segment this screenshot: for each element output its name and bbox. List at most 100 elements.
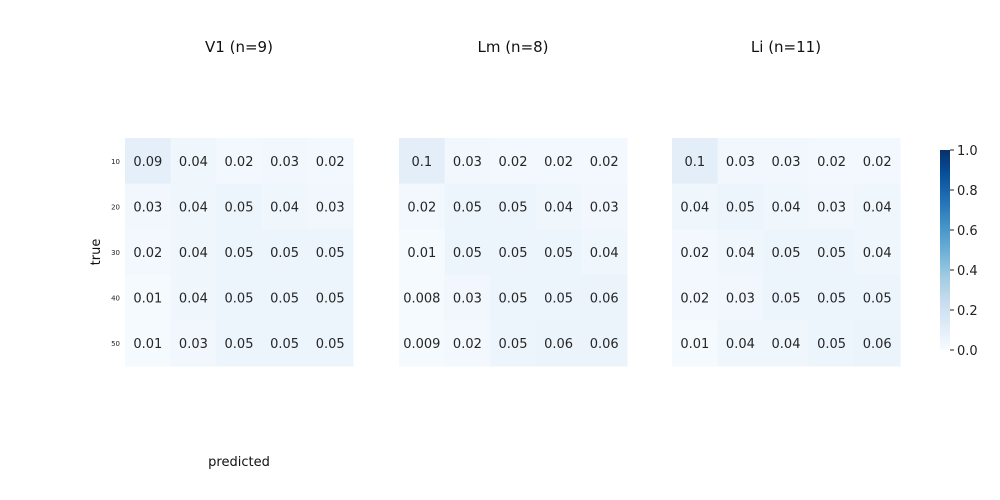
heatmap-cell [399,183,446,230]
cell-value-label: 0.009 [403,337,440,352]
heatmap-cell [125,183,172,230]
cell-value-label: 0.04 [270,200,299,215]
cell-value-label: 0.03 [590,200,619,215]
row-tick-label: 50 [111,340,120,348]
heatmap-cell [763,183,810,230]
heatmap-cell [125,274,172,321]
cell-value-label: 0.05 [863,292,892,307]
heatmap-cell [854,320,901,367]
cell-value-label: 0.008 [403,292,440,307]
colorbar-tick-label: 0.6 [957,224,978,239]
panel-title: V1 (n=9) [205,38,273,56]
cell-value-label: 0.03 [316,200,345,215]
colorbar: 0.0 0.2 0.4 0.6 0.8 1.0 [940,144,978,359]
cell-value-label: 0.02 [499,155,528,170]
cell-value-label: 0.04 [772,337,801,352]
cell-value-label: 0.05 [817,337,846,352]
heatmap-cell [444,320,491,367]
heatmap-cell [399,229,446,276]
heatmap-cell [399,138,446,185]
heatmap-cell [535,320,582,367]
cell-value-label: 0.04 [179,155,208,170]
heatmap-cell [399,320,446,367]
colorbar-tick-label: 0.0 [957,344,978,359]
cell-value-label: 0.05 [499,292,528,307]
cell-value-label: 0.05 [772,292,801,307]
cell-value-label: 0.01 [133,292,162,307]
cell-value-label: 0.04 [179,246,208,261]
cell-value-label: 0.05 [270,292,299,307]
cell-value-label: 0.1 [411,155,432,170]
heatmap-cell [307,274,354,321]
heatmap-cell [216,229,263,276]
heatmap-cell [261,138,308,185]
heatmap-cell [535,229,582,276]
heatmap-cell [307,138,354,185]
cell-value-label: 0.03 [726,155,755,170]
heatmap-cell [125,138,172,185]
colorbar-tick-label: 0.8 [957,184,978,199]
colorbar-tick-label: 0.4 [957,264,978,279]
heatmap-cell [763,320,810,367]
cell-value-label: 0.05 [453,200,482,215]
heatmap-cell [808,138,855,185]
heatmap-cell [444,229,491,276]
heatmap-cell [125,229,172,276]
cell-value-label: 0.03 [270,155,299,170]
cell-value-label: 0.05 [544,246,573,261]
heatmap-cell [581,229,628,276]
heatmap-cell [490,274,537,321]
cell-value-label: 0.04 [726,337,755,352]
heatmap-cell [170,138,217,185]
heatmap-cell [717,320,764,367]
cell-value-label: 0.03 [453,292,482,307]
heatmap-cell [717,274,764,321]
cell-value-label: 0.04 [680,200,709,215]
cell-value-label: 0.02 [680,246,709,261]
cell-value-label: 0.04 [179,292,208,307]
heatmap-cell [581,183,628,230]
heatmap-cell [216,138,263,185]
cell-value-label: 0.03 [817,200,846,215]
heatmap-cell [672,138,719,185]
cell-value-label: 0.03 [726,292,755,307]
heatmap-cell [808,229,855,276]
heatmap-cell [535,183,582,230]
row-tick-label: 10 [111,158,120,166]
cell-value-label: 0.06 [544,337,573,352]
panel-title: Lm (n=8) [477,38,548,56]
heatmap-cell [216,320,263,367]
heatmap-cell [216,274,263,321]
cell-value-label: 0.03 [453,155,482,170]
x-axis-label: predicted [208,455,270,470]
cell-value-label: 0.01 [407,246,436,261]
cell-value-label: 0.1 [684,155,705,170]
cell-value-label: 0.04 [863,200,892,215]
heatmap-cell [854,183,901,230]
heatmap-cell [261,229,308,276]
cell-value-label: 0.02 [133,246,162,261]
heatmap-cell [170,320,217,367]
cell-value-label: 0.01 [133,337,162,352]
heatmap-cell [581,274,628,321]
cell-value-label: 0.05 [225,246,254,261]
heatmap-cell [535,138,582,185]
cell-value-label: 0.05 [817,292,846,307]
heatmap-cell [125,320,172,367]
heatmap-cell [672,229,719,276]
heatmap-cell [490,183,537,230]
colorbar-tick-label: 1.0 [957,144,978,159]
heatmap-cell [261,320,308,367]
heatmap-cell [261,274,308,321]
heatmap-cell [581,138,628,185]
heatmap-cell [170,229,217,276]
cell-value-label: 0.06 [590,337,619,352]
heatmap-cell [717,183,764,230]
cell-value-label: 0.05 [225,292,254,307]
cell-value-label: 0.04 [863,246,892,261]
cell-value-label: 0.03 [133,200,162,215]
cell-value-label: 0.05 [726,200,755,215]
cell-value-label: 0.06 [590,292,619,307]
cell-value-label: 0.04 [590,246,619,261]
cell-value-label: 0.02 [453,337,482,352]
